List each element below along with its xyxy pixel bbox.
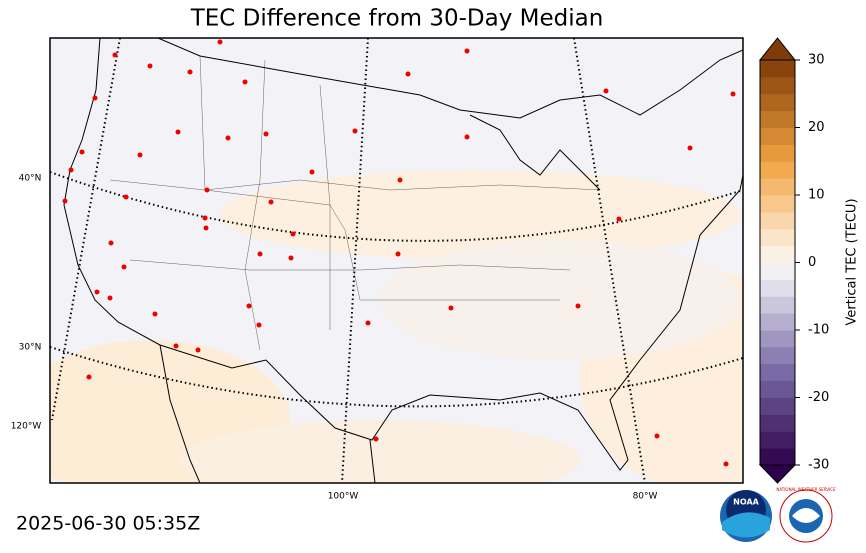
colorbar-band	[760, 313, 795, 331]
lat-label: 30°N	[19, 343, 42, 353]
colorbar-tick-label: -10	[808, 323, 829, 338]
colorbar-tick-label: 0	[808, 255, 816, 270]
colorbar-label: Vertical TEC (TECU)	[845, 198, 860, 325]
lon-label: 120°W	[11, 422, 42, 432]
colorbar-band	[760, 397, 795, 415]
colorbar-tick-label: 30	[808, 53, 825, 68]
colorbar-band	[760, 346, 795, 365]
colorbar-band	[760, 414, 795, 432]
colorbar-band	[760, 60, 795, 78]
colorbar-extend	[758, 37, 797, 61]
lon-label: 80°W	[633, 492, 658, 502]
colorbar-band	[760, 127, 795, 145]
colorbar-band	[760, 195, 795, 213]
colorbar-tick-label: -30	[808, 458, 829, 473]
colorbar-band	[760, 161, 795, 179]
colorbar-tick-label: -20	[808, 390, 829, 405]
colorbar-band	[760, 363, 795, 382]
map-frame	[49, 37, 744, 484]
colorbar-band	[760, 330, 795, 348]
colorbar-band	[760, 178, 795, 196]
colorbar-tick-label: 10	[808, 188, 825, 203]
lon-label: 100°W	[328, 492, 359, 502]
colorbar-extend	[758, 464, 797, 484]
logo-text: NOAA	[733, 498, 759, 507]
colorbar-band	[760, 228, 795, 247]
colorbar-band	[760, 448, 795, 466]
colorbar-tick-label: 20	[808, 120, 825, 135]
colorbar-band	[760, 76, 795, 95]
map	[50, 38, 743, 483]
colorbar-band	[760, 110, 795, 128]
nws-logo: NATIONAL WEATHER SERVICE	[776, 487, 836, 543]
colorbar: -30 -20 -10 0 10 20 30	[758, 37, 829, 484]
colorbar-band	[760, 211, 795, 230]
colorbar-band	[760, 279, 795, 297]
lat-label: 40°N	[19, 174, 42, 184]
colorbar-band	[760, 262, 795, 280]
colorbar-band	[760, 431, 795, 449]
logo-text: NATIONAL WEATHER SERVICE	[776, 487, 836, 492]
noaa-logo: NOAA	[720, 490, 772, 542]
title: TEC Difference from 30-Day Median	[190, 6, 604, 32]
colorbar-band	[760, 93, 795, 112]
colorbar-band	[760, 245, 795, 263]
colorbar-band	[760, 144, 795, 162]
colorbar-band	[760, 380, 795, 398]
timestamp: 2025-06-30 05:35Z	[16, 513, 200, 535]
colorbar-band	[760, 296, 795, 314]
